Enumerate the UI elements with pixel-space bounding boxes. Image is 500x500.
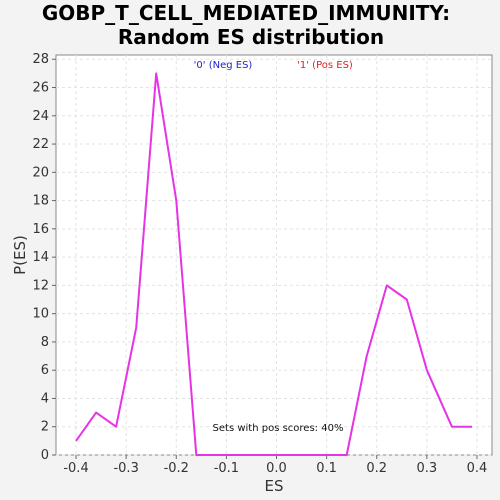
y-tick-label: 26 <box>32 81 49 96</box>
x-tick-label: -0.2 <box>164 461 189 476</box>
pos-scores-annotation: Sets with pos scores: 40% <box>213 423 344 434</box>
y-tick-label: 24 <box>32 109 49 124</box>
y-tick-label: 20 <box>32 165 49 180</box>
y-tick-label: 18 <box>32 194 49 209</box>
es-distribution-line <box>75 72 472 456</box>
chart-title-line2: Random ES distribution <box>118 25 384 49</box>
y-tick-label: 6 <box>41 363 49 378</box>
x-tick-label: -0.4 <box>63 461 88 476</box>
y-tick-label: 2 <box>41 420 49 435</box>
y-axis-label: P(ES) <box>11 235 29 275</box>
y-tick-label: 10 <box>32 307 49 322</box>
x-tick-label: 0.1 <box>316 461 337 476</box>
chart-title-line1: GOBP_T_CELL_MEDIATED_IMMUNITY: <box>42 1 450 25</box>
x-tick-label: -0.1 <box>214 461 239 476</box>
y-tick-label: 14 <box>32 250 49 265</box>
y-tick-label: 8 <box>41 335 49 350</box>
x-tick-label: 0.3 <box>417 461 438 476</box>
x-axis-label: ES <box>265 477 284 495</box>
grid-lines <box>56 55 492 456</box>
x-tick-label: 0.0 <box>266 461 287 476</box>
x-tick-label: 0.2 <box>366 461 387 476</box>
y-tick-label: 12 <box>32 278 49 293</box>
y-tick-label: 16 <box>32 222 49 237</box>
legend-neg-es: '0' (Neg ES) <box>194 60 253 71</box>
y-tick-label: 22 <box>32 137 49 152</box>
axis-ticks: -0.4 -0.3 -0.2 -0.1 0.0 0.1 0.2 0.3 0.4024681012… <box>32 52 487 476</box>
legend-pos-es: '1' (Pos ES) <box>297 60 353 71</box>
y-tick-label: 4 <box>41 391 49 406</box>
y-tick-label: 28 <box>32 52 49 67</box>
plot-area <box>55 54 493 456</box>
y-tick-label: 0 <box>41 448 49 463</box>
x-tick-label: -0.3 <box>113 461 138 476</box>
series-line <box>75 72 472 456</box>
x-tick-label: 0.4 <box>467 461 488 476</box>
